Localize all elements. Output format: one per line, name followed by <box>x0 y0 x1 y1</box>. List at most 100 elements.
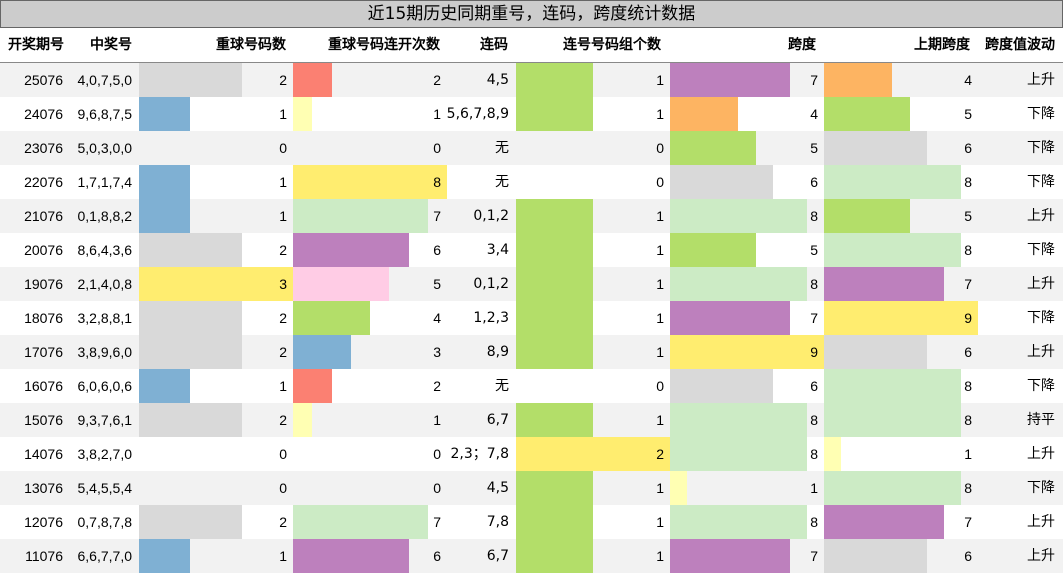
span-value: 9 <box>810 344 818 360</box>
repeat-streak-bar <box>293 369 332 403</box>
consec-groups-bar <box>516 437 670 471</box>
consec-groups-value: 1 <box>656 208 664 224</box>
trend-cell: 上升 <box>1027 276 1055 292</box>
repeat-count-value: 2 <box>279 72 287 88</box>
repeat-count-value: 1 <box>279 548 287 564</box>
repeat-count-bar <box>139 301 242 335</box>
repeat-count-value: 1 <box>279 106 287 122</box>
span-value: 6 <box>810 378 818 394</box>
span-bar <box>670 267 807 301</box>
consecutive-cell: 无 <box>495 174 509 190</box>
span-bar <box>670 233 756 267</box>
numbers-cell: 3,8,9,6,0 <box>77 344 133 360</box>
prev-span-bar <box>824 199 910 233</box>
span-bar <box>670 165 773 199</box>
span-value: 8 <box>810 446 818 462</box>
prev-span-bar <box>824 63 892 97</box>
repeat-count-bar <box>139 199 190 233</box>
repeat-streak-value: 8 <box>433 174 441 190</box>
span-value: 7 <box>810 72 818 88</box>
table-row: 2 2 1 7 4 25076 4,0,7,5,0 4,5 上升 <box>0 63 1063 97</box>
repeat-count-bar <box>139 97 190 131</box>
trend-cell: 下降 <box>1027 480 1055 496</box>
trend-cell: 下降 <box>1027 310 1055 326</box>
table-row: 2 3 1 9 6 17076 3,8,9,6,0 8,9 上升 <box>0 335 1063 369</box>
period-cell: 19076 <box>24 276 63 292</box>
trend-cell: 上升 <box>1027 72 1055 88</box>
period-cell: 20076 <box>24 242 63 258</box>
repeat-count-bar <box>139 505 242 539</box>
repeat-count-bar <box>139 267 293 301</box>
numbers-cell: 5,4,5,5,4 <box>77 480 133 496</box>
consecutive-cell: 无 <box>495 378 509 394</box>
span-bar <box>670 437 807 471</box>
consec-groups-bar <box>516 199 593 233</box>
prev-span-bar <box>824 437 841 471</box>
prev-span-value: 8 <box>964 174 972 190</box>
span-bar <box>670 63 790 97</box>
span-bar <box>670 403 807 437</box>
span-value: 6 <box>810 174 818 190</box>
prev-span-bar <box>824 131 927 165</box>
repeat-streak-value: 1 <box>433 106 441 122</box>
consec-groups-bar <box>516 505 593 539</box>
prev-span-value: 5 <box>964 106 972 122</box>
repeat-streak-value: 0 <box>433 446 441 462</box>
consec-groups-value: 0 <box>656 174 664 190</box>
period-cell: 13076 <box>24 480 63 496</box>
table-row: 1 1 1 4 5 24076 9,6,8,7,5 5,6,7,8,9 下降 <box>0 97 1063 131</box>
prev-span-value: 1 <box>964 446 972 462</box>
consecutive-cell: 0,1,2 <box>473 276 509 292</box>
repeat-count-value: 2 <box>279 242 287 258</box>
period-cell: 22076 <box>24 174 63 190</box>
repeat-count-bar <box>139 403 242 437</box>
numbers-cell: 8,6,4,3,6 <box>77 242 133 258</box>
repeat-count-value: 2 <box>279 344 287 360</box>
repeat-count-value: 3 <box>279 276 287 292</box>
consec-groups-bar <box>516 301 593 335</box>
prev-span-value: 7 <box>964 514 972 530</box>
repeat-streak-value: 3 <box>433 344 441 360</box>
repeat-count-value: 2 <box>279 310 287 326</box>
period-cell: 21076 <box>24 208 63 224</box>
table-row: 0 0 0 5 6 23076 5,0,3,0,0 无 下降 <box>0 131 1063 165</box>
repeat-count-value: 0 <box>279 140 287 156</box>
numbers-cell: 9,6,8,7,5 <box>77 106 133 122</box>
span-value: 8 <box>810 208 818 224</box>
span-value: 7 <box>810 310 818 326</box>
consec-groups-bar <box>516 233 593 267</box>
prev-span-value: 8 <box>964 412 972 428</box>
repeat-streak-bar <box>293 403 312 437</box>
repeat-streak-value: 4 <box>433 310 441 326</box>
trend-cell: 上升 <box>1027 344 1055 360</box>
repeat-streak-bar <box>293 301 370 335</box>
period-cell: 24076 <box>24 106 63 122</box>
repeat-count-bar <box>139 539 190 573</box>
trend-cell: 下降 <box>1027 140 1055 156</box>
prev-span-bar <box>824 505 944 539</box>
consecutive-cell: 6,7 <box>486 412 509 428</box>
header-prev-span: 上期跨度 <box>914 37 970 53</box>
period-cell: 25076 <box>24 72 63 88</box>
prev-span-value: 4 <box>964 72 972 88</box>
repeat-streak-value: 2 <box>433 378 441 394</box>
consecutive-cell: 8,9 <box>486 344 509 360</box>
period-cell: 15076 <box>24 412 63 428</box>
repeat-streak-bar <box>293 505 428 539</box>
header-divider <box>0 62 1063 63</box>
period-cell: 12076 <box>24 514 63 530</box>
span-bar <box>670 471 687 505</box>
table-row: 1 8 0 6 8 22076 1,7,1,7,4 无 下降 <box>0 165 1063 199</box>
consecutive-cell: 1,2,3 <box>473 310 509 326</box>
table-row: 0 0 2 8 1 14076 3,8,2,7,0 2,3；7,8 上升 <box>0 437 1063 471</box>
span-value: 8 <box>810 514 818 530</box>
numbers-cell: 3,2,8,8,1 <box>77 310 133 326</box>
table-row: 2 4 1 7 9 18076 3,2,8,8,1 1,2,3 下降 <box>0 301 1063 335</box>
table-row: 1 2 0 6 8 16076 6,0,6,0,6 无 下降 <box>0 369 1063 403</box>
prev-span-value: 6 <box>964 548 972 564</box>
span-value: 8 <box>810 412 818 428</box>
trend-cell: 上升 <box>1027 446 1055 462</box>
numbers-cell: 6,6,7,7,0 <box>77 548 133 564</box>
table-row: 3 5 1 8 7 19076 2,1,4,0,8 0,1,2 上升 <box>0 267 1063 301</box>
repeat-streak-bar <box>293 335 351 369</box>
